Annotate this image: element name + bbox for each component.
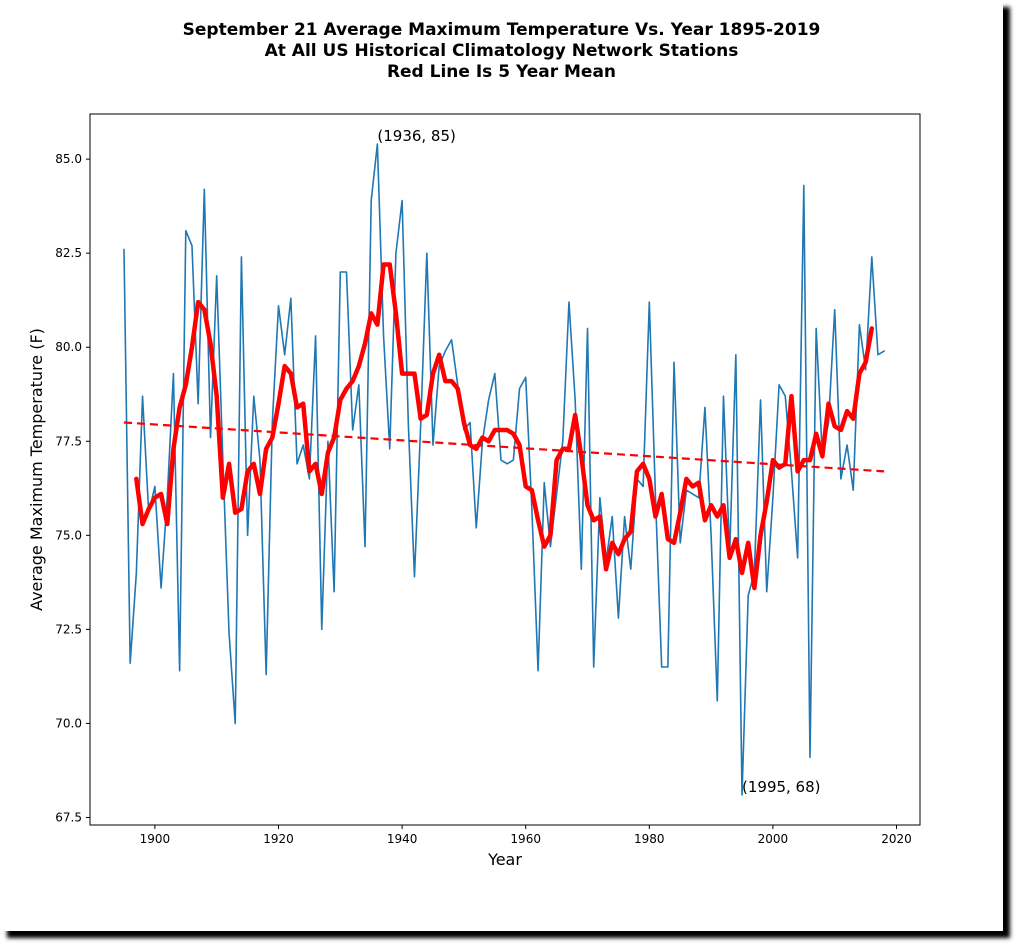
plot-area: (1936, 85) (1995, 68) (123, 127, 885, 796)
axis-ticks: 1900 1920 1940 1960 1980 2000 2020 67.5 70.0 72.5… (55, 152, 912, 846)
chart-title-line-3: Red Line Is 5 Year Mean (386, 62, 617, 82)
series-line-trend (123, 421, 885, 473)
annotation-0: (1936, 85) (377, 127, 456, 145)
chart-title-line-2: At All US Historical Climatology Network… (264, 41, 739, 61)
annotation-1: (1995, 68) (742, 778, 821, 796)
series-line-mean (134, 262, 875, 591)
y-tick-label: 77.5 (55, 434, 82, 448)
x-tick-label: 1900 (140, 832, 171, 846)
y-tick-label: 67.5 (55, 810, 82, 824)
y-tick-label: 82.5 (55, 246, 82, 260)
chart-title-line-1: September 21 Average Maximum Temperature… (182, 20, 821, 40)
plot-border (89, 113, 921, 826)
x-tick-label: 1940 (387, 832, 418, 846)
x-tick-label: 1960 (510, 832, 541, 846)
y-tick-label: 70.0 (55, 716, 82, 730)
figure-frame: September 21 Average Maximum Temperature… (27, 20, 921, 869)
x-tick-label: 2020 (881, 832, 912, 846)
y-axis-label: Average Maximum Temperature (F) (27, 328, 46, 611)
x-tick-label: 1980 (634, 832, 665, 846)
y-tick-label: 80.0 (55, 340, 82, 354)
y-tick-label: 85.0 (55, 152, 82, 166)
x-tick-label: 1920 (263, 832, 294, 846)
temperature-chart: (1936, 85) (1995, 68) 1900 1920 1940 1960 198… (27, 113, 921, 869)
x-axis-label: Year (487, 850, 522, 869)
y-tick-label: 75.0 (55, 528, 82, 542)
y-tick-label: 72.5 (55, 622, 82, 636)
x-tick-label: 2000 (758, 832, 789, 846)
